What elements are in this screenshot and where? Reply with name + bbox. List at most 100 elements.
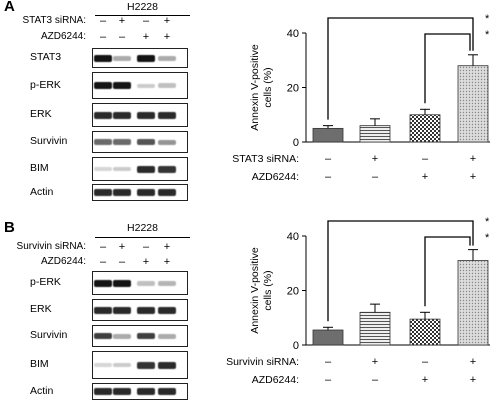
bar xyxy=(409,318,441,346)
blot-sign: + xyxy=(142,256,150,268)
y-tick-label: 40 xyxy=(287,28,299,40)
chart-condition-sign: + xyxy=(372,153,378,165)
blot-band xyxy=(137,189,155,196)
chart-condition-sign: + xyxy=(470,374,476,386)
panel-b-bar-chart: 0 20 40 Annexin V-positivecells (%) * * Surviv… xyxy=(226,216,490,386)
blot-band xyxy=(137,111,155,119)
blot-sign: – xyxy=(99,241,107,253)
blot-sign: + xyxy=(118,241,126,253)
chart-condition-sign: – xyxy=(422,153,429,165)
blot-row-label: p-ERK xyxy=(30,276,61,288)
blot-band xyxy=(113,333,131,339)
blot-band xyxy=(158,165,176,173)
blot-sign: + xyxy=(163,256,171,268)
panel-b-letter: B xyxy=(4,219,15,236)
blot-row-label: Actin xyxy=(30,185,54,198)
blot-band xyxy=(94,139,112,145)
blot-band xyxy=(94,388,112,395)
blot-band xyxy=(158,111,176,119)
y-tick-label: 20 xyxy=(287,286,299,298)
blot-band xyxy=(158,361,176,369)
chart-condition-sign: – xyxy=(325,153,332,165)
blot-band xyxy=(137,54,155,62)
chart-condition-sign: – xyxy=(325,171,332,183)
chart-condition-label: AZD6244: xyxy=(252,171,299,183)
bar xyxy=(359,311,391,346)
chart-condition-sign: + xyxy=(470,153,476,165)
bar xyxy=(312,127,344,143)
blot-row-label: Actin xyxy=(30,384,54,397)
blot-row-label: p-ERK xyxy=(30,78,61,91)
blot-band xyxy=(158,55,176,61)
blot-band xyxy=(94,279,112,287)
y-tick-label: 20 xyxy=(287,83,299,95)
bar xyxy=(409,114,441,143)
blot-band xyxy=(113,306,131,314)
blot-row-label: Survivin xyxy=(30,135,68,147)
blot-sign: – xyxy=(99,256,107,268)
blot-band xyxy=(113,167,131,171)
chart-condition-sign: – xyxy=(325,374,332,386)
panel-b-cond-label-2: AZD6244: xyxy=(40,256,86,267)
blot-sign: – xyxy=(142,241,150,253)
blot-sign: + xyxy=(118,15,126,27)
blot-row-label: BIM xyxy=(30,162,49,174)
chart-condition-label: STAT3 siRNA: xyxy=(232,153,299,165)
y-axis-label: Annexin V-positivecells (%) xyxy=(249,44,274,131)
panel-a-cond-label-2: AZD6244: xyxy=(40,31,86,42)
y-tick-label: 0 xyxy=(293,340,299,352)
blot-band xyxy=(113,363,131,367)
panel-b-cond-label-1: Survivin siRNA: xyxy=(16,241,86,252)
blot-band xyxy=(94,333,112,339)
chart-condition-sign: – xyxy=(422,356,429,368)
blot-band xyxy=(137,139,155,145)
chart-condition-sign: – xyxy=(325,356,332,368)
blot-sign: + xyxy=(142,31,150,43)
blot-band xyxy=(158,306,176,314)
blot-row-label: STAT3 xyxy=(30,51,62,63)
y-tick-label: 40 xyxy=(287,231,299,243)
blot-band xyxy=(137,333,155,339)
blot-band xyxy=(137,388,155,395)
blot-band xyxy=(137,280,155,286)
blot-band xyxy=(94,111,112,119)
blot-band xyxy=(113,82,131,89)
y-tick-label: 0 xyxy=(293,137,299,149)
panel-b-title-underline xyxy=(95,237,190,238)
blot-band xyxy=(158,280,176,286)
significance-star: * xyxy=(485,216,490,228)
panel-a-bar-chart: 0 20 40 Annexin V-positivecells (%) * * STAT3 … xyxy=(232,13,490,183)
blot-band xyxy=(94,363,112,367)
chart-condition-sign: – xyxy=(372,374,379,386)
blot-band xyxy=(137,361,155,369)
chart-condition-sign: + xyxy=(422,171,428,183)
panel-a-cond-label-1: STAT3 siRNA: xyxy=(22,15,86,26)
significance-star: * xyxy=(485,13,490,25)
blot-sign: + xyxy=(163,31,171,43)
blot-band xyxy=(94,167,112,171)
panel-a-blot-title: H2228 xyxy=(127,1,158,13)
significance-star: * xyxy=(485,29,490,41)
blot-band xyxy=(158,388,176,395)
panel-b-blot-title: H2228 xyxy=(127,222,158,234)
blot-band xyxy=(94,82,112,89)
bar xyxy=(312,329,344,346)
chart-condition-sign: + xyxy=(470,171,476,183)
blot-band xyxy=(158,83,176,88)
blot-band xyxy=(113,279,131,287)
panel-a-title-underline xyxy=(95,15,190,16)
blot-band xyxy=(137,306,155,314)
blot-sign: – xyxy=(118,256,126,268)
blot-sign: – xyxy=(142,15,150,27)
blot-row-label: ERK xyxy=(30,108,52,120)
chart-condition-sign: – xyxy=(372,171,379,183)
chart-condition-sign: + xyxy=(372,356,378,368)
blot-band xyxy=(94,306,112,314)
blot-band xyxy=(94,189,112,196)
blot-band xyxy=(158,189,176,196)
panel-a-letter: A xyxy=(4,0,15,15)
chart-condition-sign: + xyxy=(470,356,476,368)
chart-condition-label: AZD6244: xyxy=(252,374,299,386)
blot-row-label: BIM xyxy=(30,358,49,370)
chart-condition-label: Survivin siRNA: xyxy=(226,356,299,368)
